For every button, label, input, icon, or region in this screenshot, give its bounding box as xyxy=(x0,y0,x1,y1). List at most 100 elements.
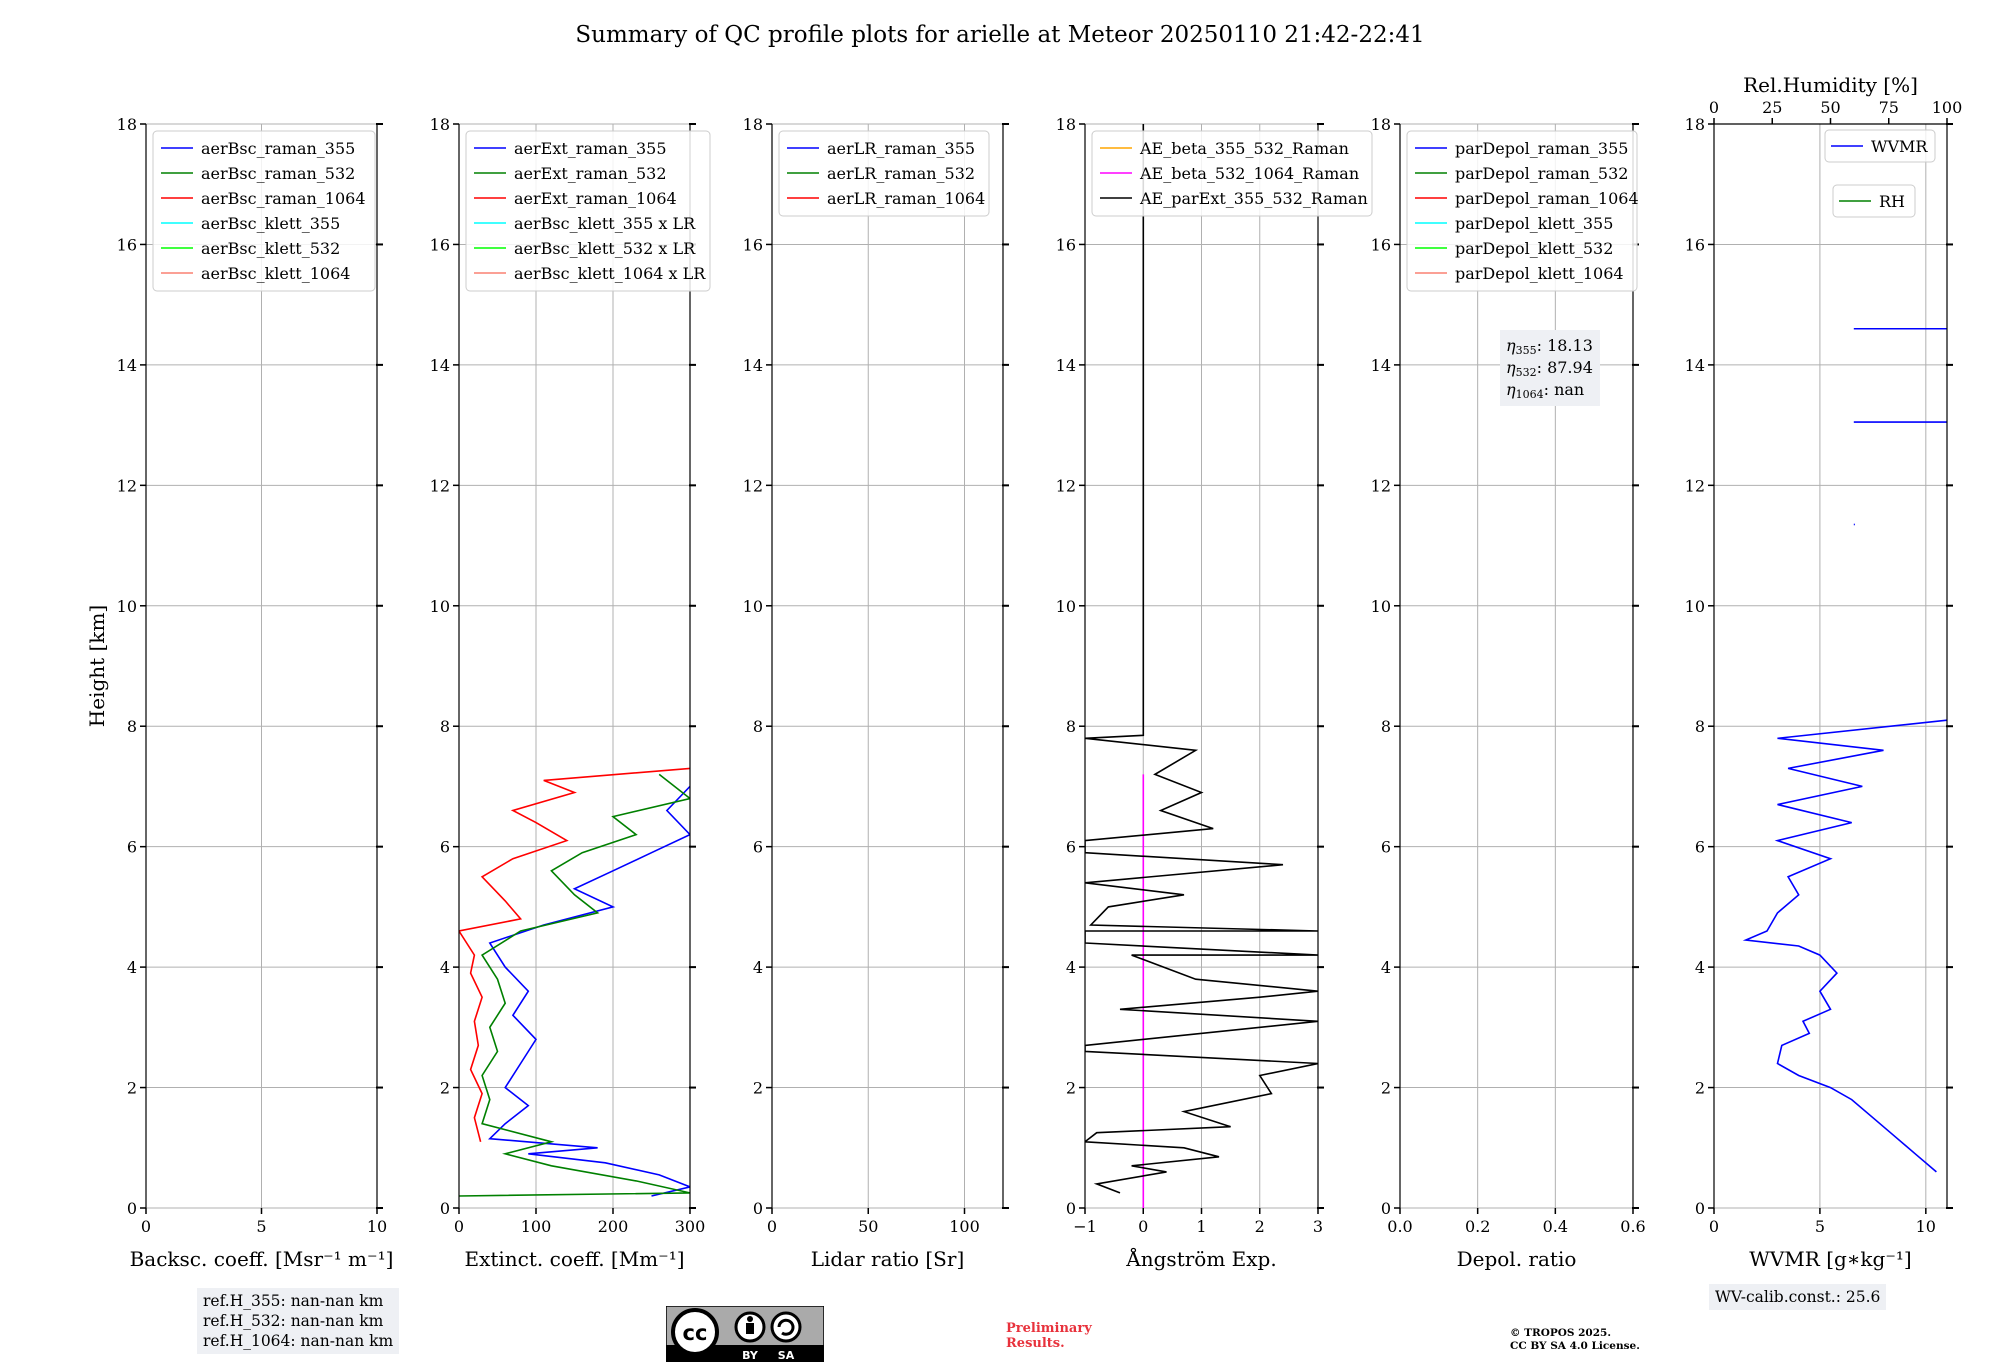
copyright-line-1: © TROPOS 2025. xyxy=(1510,1327,1612,1339)
y-tick-label: 2 xyxy=(1066,1079,1076,1098)
y-tick-label: 16 xyxy=(743,235,763,254)
y-tick-label: 8 xyxy=(440,717,450,736)
legend-label: parDepol_klett_1064 xyxy=(1455,264,1624,283)
y-tick-label: 12 xyxy=(1056,476,1076,495)
x-tick-label: 100 xyxy=(521,1217,552,1236)
x-tick-label: 0 xyxy=(767,1217,777,1236)
x-tick-label: 0.2 xyxy=(1465,1217,1490,1236)
y-tick-label: 2 xyxy=(440,1079,450,1098)
x-tick-label: 0 xyxy=(454,1217,464,1236)
cc-logo-icon xyxy=(671,1308,719,1356)
y-tick-label: 16 xyxy=(1371,235,1391,254)
y-tick-label: 6 xyxy=(440,838,450,857)
wv-calib-text: WV-calib.const.: 25.6 xyxy=(1715,1288,1881,1306)
secondary-x-tick-label: 25 xyxy=(1762,98,1782,117)
y-tick-label: 2 xyxy=(753,1079,763,1098)
reference-height-box: ref.H_355: nan-nan km ref.H_532: nan-nan… xyxy=(197,1288,400,1354)
y-tick-label: 4 xyxy=(127,958,137,977)
y-tick-label: 0 xyxy=(1695,1199,1705,1218)
legend-label: RH xyxy=(1879,192,1905,211)
by-label: BY xyxy=(742,1349,759,1362)
refh-355-text: ref.H_355: nan-nan km xyxy=(203,1292,384,1310)
y-axis-label: Height [km] xyxy=(85,605,109,727)
x-tick-label: 0.6 xyxy=(1620,1217,1645,1236)
legend-label: aerLR_raman_532 xyxy=(827,164,975,183)
y-tick-label: 16 xyxy=(1685,235,1705,254)
legend-label: parDepol_klett_532 xyxy=(1455,239,1613,258)
eta-box xyxy=(1500,330,1600,406)
legend-frame xyxy=(152,130,376,292)
panel-extinction: 0 2 4 6 8 10 12 14 16 18 0 100 200 300 Extinct. coeff.… xyxy=(430,115,711,1271)
legend-label: aerBsc_raman_532 xyxy=(201,164,355,183)
data-area xyxy=(1742,327,1947,1173)
data-area xyxy=(1085,124,1318,1208)
y-tick-label: 18 xyxy=(743,115,763,134)
y-tick-label: 4 xyxy=(1381,958,1391,977)
figure-title: Summary of QC profile plots for arielle … xyxy=(575,22,1425,48)
secondary-x-tick-label: 50 xyxy=(1820,98,1840,117)
y-tick-label: 0 xyxy=(753,1199,763,1218)
y-tick-label: 18 xyxy=(117,115,137,134)
panel-depol: 0 2 4 6 8 10 12 14 16 18 0.0 0.2 0.4 0.6 Depol. ratio p… xyxy=(1371,115,1646,1271)
x-tick-label: 1 xyxy=(1196,1217,1206,1236)
y-tick-label: 10 xyxy=(743,597,763,616)
series-line-2 xyxy=(459,767,690,1142)
y-tick-label: 0 xyxy=(440,1199,450,1218)
y-tick-label: 4 xyxy=(753,958,763,977)
x-axis-label: Ångström Exp. xyxy=(1125,1246,1276,1271)
legend: parDepol_raman_355 parDepol_raman_532 parD… xyxy=(1406,130,1639,292)
legend-frame xyxy=(1824,129,1936,163)
legend-frame xyxy=(1832,184,1916,218)
y-tick-label: 8 xyxy=(753,717,763,736)
copyright-line-2: CC BY SA 4.0 License. xyxy=(1510,1340,1640,1352)
y-tick-label: 14 xyxy=(430,356,450,375)
x-axis-label: WVMR [g∗kg⁻¹] xyxy=(1749,1247,1911,1271)
legend-label: AE_parExt_355_532_Raman xyxy=(1139,189,1368,208)
secondary-x-tick-label: 100 xyxy=(1932,98,1963,117)
y-tick-label: 8 xyxy=(1066,717,1076,736)
y-tick-label: 6 xyxy=(1066,838,1076,857)
x-tick-label: 100 xyxy=(949,1217,980,1236)
legend-label: parDepol_raman_532 xyxy=(1455,164,1628,183)
legend-label: parDepol_raman_355 xyxy=(1455,139,1628,158)
y-tick-label: 10 xyxy=(117,597,137,616)
x-tick-label: 0.4 xyxy=(1543,1217,1568,1236)
y-tick-label: 8 xyxy=(127,717,137,736)
legend-label: aerBsc_klett_532 xyxy=(201,239,340,258)
legend-label: aerLR_raman_1064 xyxy=(827,189,985,208)
x-axis-label: Lidar ratio [Sr] xyxy=(811,1247,965,1271)
x-tick-label: 0 xyxy=(1709,1217,1719,1236)
y-tick-label: 4 xyxy=(1066,958,1076,977)
y-tick-label: 6 xyxy=(1695,838,1705,857)
data-area xyxy=(459,767,690,1197)
legend-label: aerBsc_klett_532 x LR xyxy=(514,239,696,258)
cc-by-sa-badge: cc BY SA xyxy=(666,1306,824,1362)
legend-label: parDepol_klett_355 xyxy=(1455,214,1613,233)
y-tick-label: 12 xyxy=(743,476,763,495)
y-tick-label: 8 xyxy=(1695,717,1705,736)
y-tick-label: 14 xyxy=(117,356,137,375)
y-tick-label: 2 xyxy=(1381,1079,1391,1098)
y-tick-label: 16 xyxy=(430,235,450,254)
x-tick-label: 50 xyxy=(858,1217,878,1236)
preliminary-note: Preliminary Results. xyxy=(1006,1321,1092,1351)
secondary-x-tick-label: 75 xyxy=(1879,98,1899,117)
panel-backscatter: 0 2 4 6 8 10 12 14 16 18 0 5 10 Backsc. coeff. [Msr⁻¹… xyxy=(85,115,393,1271)
y-tick-label: 2 xyxy=(127,1079,137,1098)
y-tick-label: 6 xyxy=(753,838,763,857)
series-line-0 xyxy=(487,785,690,1197)
y-tick-label: 4 xyxy=(1695,958,1705,977)
legend-label: aerBsc_klett_1064 xyxy=(201,264,350,283)
legend: AE_beta_355_532_Raman AE_beta_532_1064_Ra… xyxy=(1091,130,1373,217)
y-tick-label: 10 xyxy=(430,597,450,616)
x-axis-label: Extinct. coeff. [Mm⁻¹] xyxy=(464,1247,684,1271)
legend-label: aerBsc_klett_355 xyxy=(201,214,340,233)
x-tick-label: 3 xyxy=(1313,1217,1323,1236)
y-tick-label: 18 xyxy=(430,115,450,134)
series-line-2 xyxy=(1085,124,1318,1194)
y-tick-label: 12 xyxy=(117,476,137,495)
legend-frame xyxy=(465,130,711,292)
